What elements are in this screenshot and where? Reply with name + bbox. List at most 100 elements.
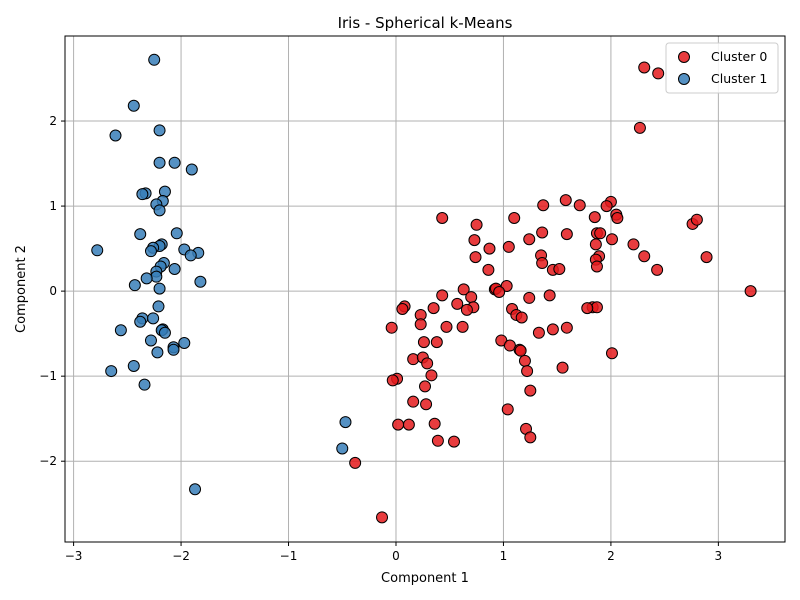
x-tick-label: −3 xyxy=(65,549,83,563)
x-tick-label: 1 xyxy=(500,549,508,563)
data-point-cluster-0 xyxy=(425,369,438,382)
x-tick-label: 3 xyxy=(715,549,723,563)
data-point-cluster-0 xyxy=(573,199,586,212)
data-point-cluster-1 xyxy=(136,188,149,201)
data-point-cluster-0 xyxy=(428,417,441,430)
data-point-cluster-0 xyxy=(546,323,559,336)
data-point-cluster-1 xyxy=(178,337,191,350)
data-point-cluster-0 xyxy=(349,456,362,469)
data-point-cluster-0 xyxy=(470,218,483,231)
data-point-cluster-0 xyxy=(523,291,536,304)
y-tick-label: 0 xyxy=(49,284,57,298)
data-point-cluster-0 xyxy=(515,311,528,324)
data-point-cluster-0 xyxy=(523,233,536,246)
data-point-cluster-0 xyxy=(700,251,713,264)
data-point-cluster-1 xyxy=(128,279,141,292)
data-point-cluster-1 xyxy=(168,156,181,169)
data-point-cluster-0 xyxy=(431,434,444,447)
data-point-cluster-0 xyxy=(524,384,537,397)
data-point-cluster-1 xyxy=(189,483,202,496)
data-point-cluster-1 xyxy=(153,124,166,137)
y-tick-label: 2 xyxy=(49,114,57,128)
data-point-cluster-1 xyxy=(144,245,157,258)
data-point-cluster-0 xyxy=(589,238,602,251)
data-point-cluster-0 xyxy=(456,320,469,333)
data-point-cluster-1 xyxy=(148,53,161,66)
data-point-cluster-0 xyxy=(502,240,515,253)
data-point-cluster-0 xyxy=(396,302,409,315)
data-point-cluster-0 xyxy=(407,353,420,366)
data-point-cluster-1 xyxy=(153,156,166,169)
data-point-cluster-1 xyxy=(184,249,197,262)
y-axis-label: Component 2 xyxy=(14,245,29,333)
data-point-cluster-1 xyxy=(168,263,181,276)
plot-frame xyxy=(64,35,786,543)
data-point-cluster-1 xyxy=(150,270,163,283)
legend-marker-cluster-1 xyxy=(678,73,690,85)
data-point-cluster-1 xyxy=(91,244,104,257)
x-tick-label: 2 xyxy=(607,549,615,563)
data-point-cluster-0 xyxy=(493,285,506,298)
data-point-cluster-0 xyxy=(407,395,420,408)
data-point-cluster-0 xyxy=(605,347,618,360)
data-point-cluster-0 xyxy=(440,320,453,333)
data-point-cluster-0 xyxy=(588,211,601,224)
data-point-cluster-0 xyxy=(638,250,651,263)
data-point-cluster-1 xyxy=(109,129,122,142)
data-point-cluster-0 xyxy=(524,431,537,444)
data-point-cluster-0 xyxy=(581,302,594,315)
data-point-cluster-1 xyxy=(144,334,157,347)
data-point-cluster-0 xyxy=(532,326,545,339)
data-point-cluster-1 xyxy=(134,228,147,241)
data-point-cluster-0 xyxy=(465,291,478,304)
data-point-cluster-1 xyxy=(134,315,147,328)
legend-label-cluster-1: Cluster 1 xyxy=(711,71,767,86)
data-point-cluster-0 xyxy=(560,228,573,241)
legend-label-cluster-0: Cluster 0 xyxy=(711,49,767,64)
data-point-cluster-0 xyxy=(594,227,607,240)
data-point-cluster-0 xyxy=(402,418,415,431)
x-tick-label: −1 xyxy=(280,549,298,563)
data-point-cluster-1 xyxy=(185,163,198,176)
x-tick-label: −2 xyxy=(172,549,190,563)
data-point-cluster-0 xyxy=(600,200,613,213)
data-point-cluster-0 xyxy=(376,511,389,524)
data-point-cluster-0 xyxy=(436,289,449,302)
chart-title: Iris - Spherical k-Means xyxy=(338,14,513,32)
data-point-cluster-0 xyxy=(543,289,556,302)
x-axis-label: Component 1 xyxy=(381,571,469,586)
x-tick-label: 0 xyxy=(392,549,400,563)
data-point-cluster-1 xyxy=(158,326,171,339)
data-point-cluster-0 xyxy=(483,242,496,255)
data-point-cluster-0 xyxy=(427,302,440,315)
data-point-cluster-0 xyxy=(469,251,482,264)
data-point-cluster-1 xyxy=(147,312,160,325)
legend-box xyxy=(665,42,779,94)
data-points xyxy=(91,53,757,524)
data-point-cluster-0 xyxy=(638,61,651,74)
data-point-cluster-1 xyxy=(127,359,140,372)
data-point-cluster-0 xyxy=(605,233,618,246)
data-point-cluster-0 xyxy=(518,354,531,367)
data-point-cluster-0 xyxy=(460,303,473,316)
data-point-cluster-0 xyxy=(560,321,573,334)
data-point-cluster-0 xyxy=(420,398,433,411)
data-point-cluster-0 xyxy=(468,234,481,247)
data-point-cluster-0 xyxy=(536,226,549,239)
data-point-cluster-0 xyxy=(521,365,534,378)
data-point-cluster-0 xyxy=(385,321,398,334)
data-point-cluster-0 xyxy=(421,357,434,370)
data-point-cluster-0 xyxy=(559,194,572,207)
data-point-cluster-0 xyxy=(536,257,549,270)
data-point-cluster-0 xyxy=(590,260,603,273)
data-point-cluster-1 xyxy=(153,282,166,295)
data-point-cluster-0 xyxy=(430,336,443,349)
data-point-cluster-0 xyxy=(627,238,640,251)
y-tick-label: −2 xyxy=(39,454,57,468)
data-point-cluster-0 xyxy=(419,380,431,393)
data-point-cluster-1 xyxy=(170,227,183,240)
data-point-cluster-0 xyxy=(451,297,464,310)
data-point-cluster-0 xyxy=(553,263,566,276)
data-point-cluster-0 xyxy=(611,211,624,224)
